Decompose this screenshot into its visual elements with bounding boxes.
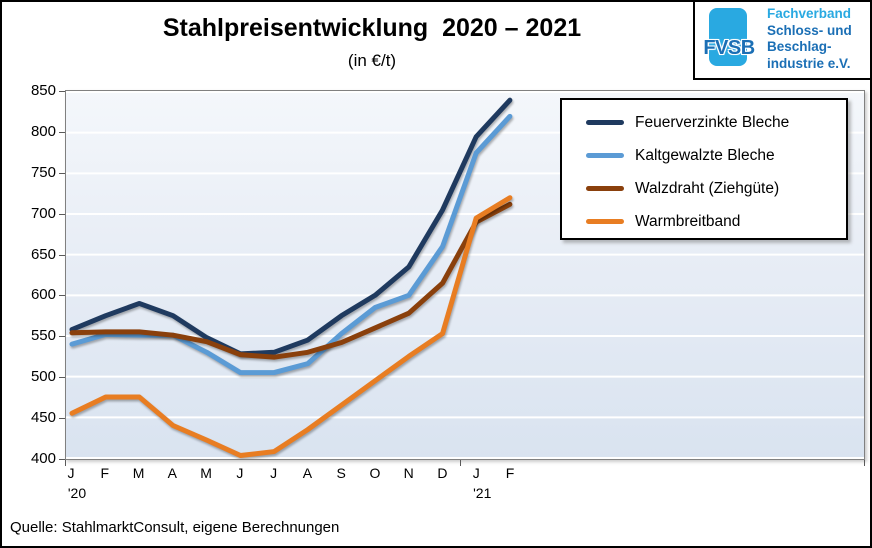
legend-item-1: Feuerverzinkte Bleche [586, 106, 846, 139]
x-axis-label: F [100, 465, 110, 481]
y-axis-label: 750 [30, 163, 56, 181]
legend-item-3: Walzdraht (Ziehgüte) [586, 172, 846, 205]
legend-item-4: Warmbreitband [586, 205, 846, 238]
y-axis-tick [59, 131, 65, 133]
source-note: Quelle: StahlmarktConsult, eigene Berech… [10, 519, 340, 536]
y-axis-tick [59, 254, 65, 256]
y-axis-tick [59, 336, 65, 338]
x-axis-tick [460, 460, 461, 466]
y-axis-tick [59, 459, 65, 460]
x-axis-label: J [67, 465, 75, 481]
fvsb-logo-line: industrie e.V. [767, 55, 851, 71]
x-axis-label: D [437, 465, 448, 481]
legend-label: Warmbreitband [635, 212, 741, 230]
fvsb-logo-line: Fachverband [767, 6, 852, 21]
x-axis-label: M [200, 465, 212, 481]
y-axis-tick [59, 295, 65, 297]
y-axis-label: 450 [30, 409, 56, 427]
legend-line-swatch-icon [586, 186, 624, 191]
fvsb-logo-bar-icon [709, 8, 747, 66]
y-axis-label: 600 [30, 286, 56, 304]
legend-label: Feuerverzinkte Bleche [635, 113, 790, 131]
series-line-3 [69, 201, 513, 360]
y-axis-tick [59, 91, 65, 92]
x-axis-label: O [369, 465, 381, 481]
x-axis-tick [864, 460, 865, 466]
y-axis-tick [59, 172, 65, 174]
y-axis-label: 650 [30, 245, 56, 263]
fvsb-logo-line: Schloss- und [767, 22, 852, 38]
chart-title: Stahlpreisentwicklung 2020 – 2021 [162, 14, 582, 42]
fvsb-logo-abbr: FVSB [703, 37, 755, 59]
series-line-2 [69, 113, 513, 376]
y-axis-tick [59, 418, 65, 420]
fvsb-logo-text: Fachverband Schloss- und Beschlag- indus… [767, 6, 852, 72]
x-axis-label: A [302, 465, 313, 481]
fvsb-logo-line: Beschlag- [767, 39, 832, 54]
y-axis-tick [59, 377, 65, 379]
legend-line-swatch-icon [586, 120, 624, 125]
x-axis-label: N [403, 465, 414, 481]
x-axis-label: A [167, 465, 177, 481]
series-line-4 [69, 195, 513, 459]
chart-subtitle: (in €/t) [347, 51, 397, 70]
y-axis-tick [59, 213, 65, 215]
y-axis-label: 700 [30, 204, 56, 222]
fvsb-logo: FVSB Fachverband Schloss- und Beschlag- … [693, 2, 870, 80]
y-axis-label: 500 [30, 368, 56, 386]
legend-line-swatch-icon [586, 219, 624, 224]
plot-canvas [66, 91, 864, 459]
x-axis-year-label: '21 [473, 485, 492, 501]
legend-label: Kaltgewalzte Bleche [635, 146, 775, 164]
legend-label: Walzdraht (Ziehgüte) [635, 179, 780, 197]
x-axis-year-label: '20 [67, 485, 87, 501]
y-axis-label: 400 [30, 450, 56, 467]
y-axis-label: 550 [30, 327, 56, 345]
x-axis-label: S [336, 465, 346, 481]
series-line-1 [69, 97, 513, 357]
y-axis-label: 850 [30, 82, 56, 99]
x-axis-label: J [270, 465, 278, 481]
legend: Feuerverzinkte Bleche Kaltgewalzte Bleche… [560, 98, 848, 240]
x-axis-label: J [236, 465, 244, 481]
legend-item-2: Kaltgewalzte Bleche [586, 139, 846, 172]
y-axis-label: 800 [30, 122, 56, 140]
x-axis-label: F [505, 465, 515, 481]
legend-line-swatch-icon [586, 153, 624, 158]
x-axis-label: J [472, 465, 480, 481]
x-axis-tick [65, 460, 66, 466]
x-axis-label: M [132, 465, 145, 481]
